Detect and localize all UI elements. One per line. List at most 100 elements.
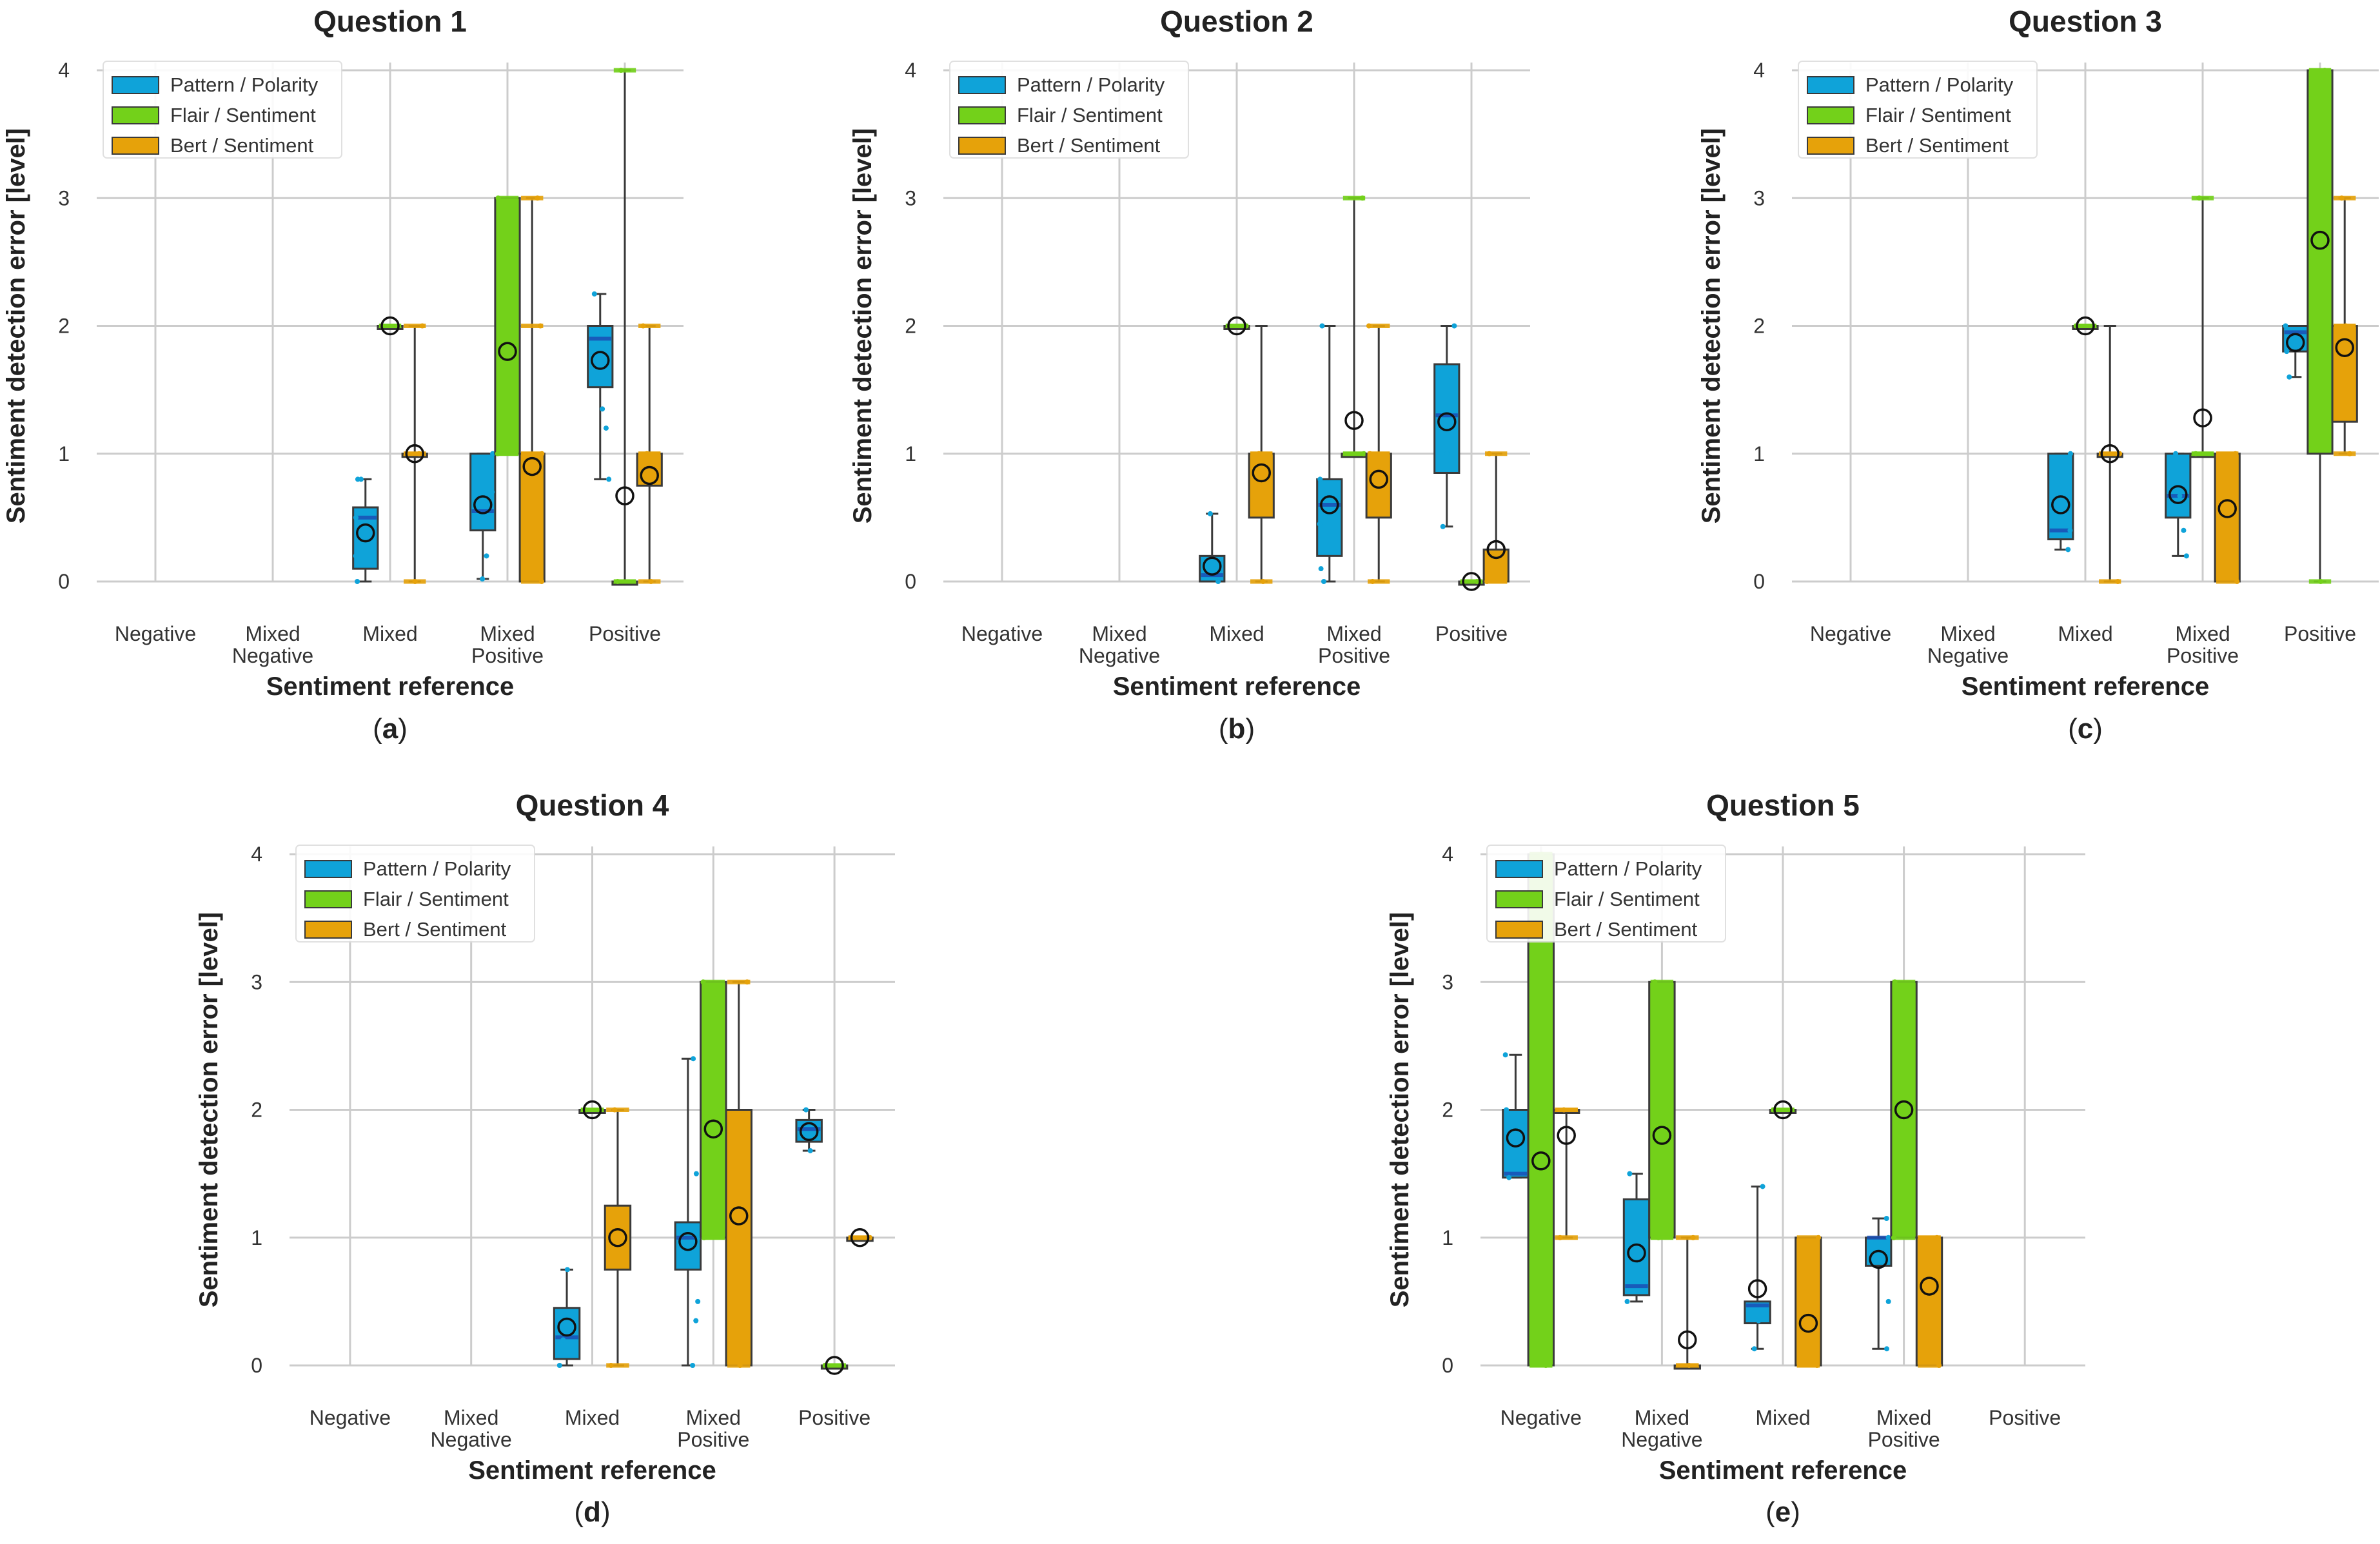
mean-marker bbox=[1652, 1126, 1672, 1145]
data-point bbox=[1317, 476, 1323, 482]
bert-box bbox=[604, 1107, 632, 1368]
flair-box bbox=[611, 68, 638, 586]
box-body bbox=[1915, 1236, 1943, 1367]
x-tick-label: Negative bbox=[310, 1406, 391, 1429]
x-tick-label: Negative bbox=[961, 622, 1043, 645]
legend-swatch-bert bbox=[1807, 137, 1854, 155]
data-point bbox=[1751, 1346, 1757, 1352]
data-point bbox=[2284, 349, 2290, 355]
data-point bbox=[480, 576, 486, 582]
flair-box bbox=[820, 1356, 849, 1375]
mean-marker bbox=[1203, 556, 1222, 576]
y-tick-label: 3 bbox=[1753, 186, 1765, 210]
legend-swatch-bert bbox=[958, 137, 1006, 155]
x-tick-label: Mixed bbox=[2175, 622, 2230, 645]
legend-label-pattern: Pattern / Polarity bbox=[1017, 73, 1165, 96]
data-point bbox=[1319, 323, 1325, 329]
mean-marker bbox=[678, 1231, 698, 1251]
y-tick-label: 2 bbox=[1753, 315, 1765, 338]
legend-label-bert: Bert / Sentiment bbox=[1017, 134, 1161, 157]
bert-box bbox=[1673, 1235, 1701, 1370]
y-tick-label: 3 bbox=[905, 186, 916, 210]
bert-box bbox=[846, 1228, 874, 1247]
mean-marker bbox=[1486, 540, 1506, 560]
box-body bbox=[1795, 1236, 1822, 1367]
pattern-box bbox=[1622, 1171, 1651, 1304]
y-tick-label: 3 bbox=[58, 186, 70, 210]
mean-marker bbox=[1531, 1151, 1551, 1171]
mean-marker bbox=[1627, 1243, 1646, 1263]
data-point bbox=[600, 406, 605, 412]
mean-marker bbox=[2100, 444, 2119, 464]
x-tick-label: Negative bbox=[1810, 622, 1891, 645]
data-point bbox=[1885, 1235, 1891, 1240]
y-tick-label: 0 bbox=[905, 570, 916, 593]
chart-title: Question 1 bbox=[313, 5, 467, 38]
x-tick-label: Positive bbox=[2284, 622, 2356, 645]
mean-marker bbox=[1869, 1249, 1888, 1269]
legend-label-bert: Bert / Sentiment bbox=[1865, 134, 2009, 157]
mean-marker bbox=[2286, 333, 2305, 353]
flair-box bbox=[1769, 1100, 1797, 1120]
mean-marker bbox=[1320, 495, 1339, 514]
x-tick-label: Negative bbox=[232, 644, 313, 667]
mean-marker bbox=[1678, 1330, 1697, 1350]
y-tick-label: 2 bbox=[58, 315, 70, 338]
x-tick-label: Positive bbox=[589, 622, 661, 645]
data-point bbox=[690, 1363, 696, 1368]
x-tick-label: Mixed bbox=[565, 1406, 620, 1429]
mean-marker bbox=[825, 1356, 844, 1375]
legend-swatch-pattern bbox=[1495, 860, 1543, 878]
legend-swatch-pattern bbox=[958, 76, 1006, 94]
box-body bbox=[1648, 981, 1676, 1239]
y-tick-label: 0 bbox=[1753, 570, 1765, 593]
x-tick-label: Mixed bbox=[480, 622, 535, 645]
x-tick-label: Mixed bbox=[1326, 622, 1381, 645]
mean-marker bbox=[729, 1206, 749, 1226]
mean-marker bbox=[1747, 1279, 1767, 1298]
data-point bbox=[1212, 566, 1217, 572]
mean-marker bbox=[1920, 1276, 1939, 1296]
data-point bbox=[2181, 527, 2187, 533]
mean-marker bbox=[1557, 1126, 1576, 1145]
mean-marker bbox=[703, 1119, 723, 1138]
x-tick-label: Positive bbox=[1318, 644, 1390, 667]
x-axis-label: Sentiment reference bbox=[1659, 1456, 1907, 1485]
legend-swatch-flair bbox=[112, 106, 159, 124]
mean-marker bbox=[1773, 1100, 1793, 1120]
data-point bbox=[2283, 323, 2288, 329]
data-point bbox=[2065, 547, 2071, 552]
y-axis-label: Sentiment detection error [level] bbox=[2, 128, 30, 523]
mean-marker bbox=[356, 523, 375, 543]
x-tick-label: Negative bbox=[1079, 644, 1160, 667]
mean-marker bbox=[2169, 485, 2188, 504]
mean-marker bbox=[1437, 412, 1457, 431]
legend-label-pattern: Pattern / Polarity bbox=[363, 857, 511, 880]
pattern-box bbox=[2165, 451, 2192, 559]
data-point bbox=[803, 1107, 809, 1113]
box-body bbox=[1482, 548, 1510, 583]
legend-swatch-flair bbox=[958, 106, 1006, 124]
box-body bbox=[518, 453, 546, 583]
data-point bbox=[2067, 451, 2073, 456]
y-tick-label: 0 bbox=[251, 1354, 262, 1377]
data-point bbox=[560, 1337, 566, 1343]
data-point bbox=[606, 476, 612, 482]
y-axis-label: Sentiment detection error [level] bbox=[195, 912, 223, 1307]
data-point bbox=[490, 451, 496, 456]
bert-box bbox=[518, 195, 546, 584]
x-tick-label: Mixed bbox=[2058, 622, 2112, 645]
flair-box bbox=[1648, 979, 1676, 1240]
data-point bbox=[1451, 323, 1457, 329]
box-body bbox=[1248, 453, 1275, 519]
mean-marker bbox=[2335, 338, 2354, 357]
chart-title: Question 4 bbox=[516, 788, 669, 822]
legend: Pattern / Polarity Flair / Sentiment Bert … bbox=[1798, 61, 2038, 159]
mean-marker bbox=[850, 1228, 870, 1247]
box-body bbox=[2306, 69, 2334, 455]
data-point bbox=[1215, 579, 1221, 584]
data-point bbox=[603, 425, 609, 431]
x-tick-label: Mixed bbox=[1940, 622, 1995, 645]
